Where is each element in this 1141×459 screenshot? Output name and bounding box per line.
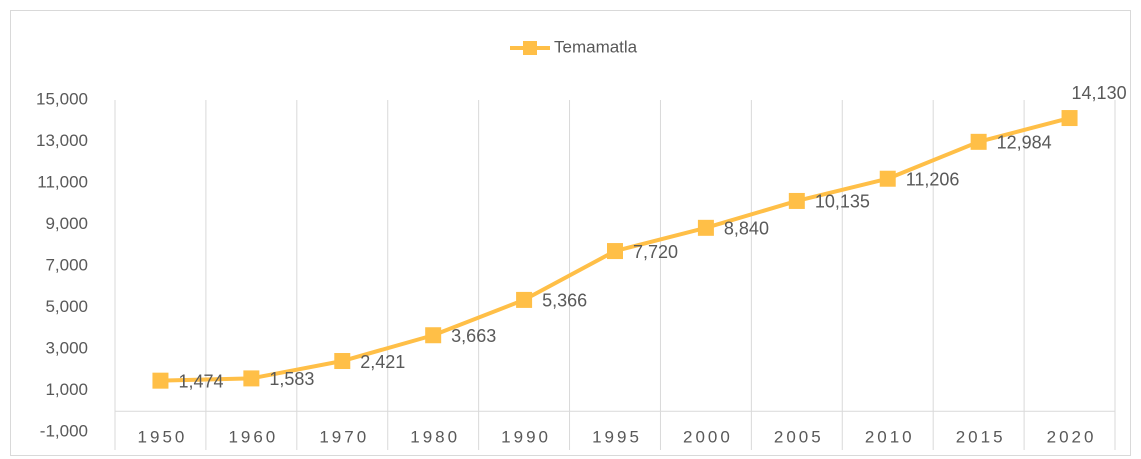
x-tick-label: 1970 — [319, 427, 369, 446]
data-label: 2,421 — [360, 352, 405, 372]
x-tick-label: 2005 — [774, 427, 824, 446]
x-tick-label: 1995 — [592, 427, 642, 446]
point-marker — [425, 327, 442, 344]
data-label: 7,720 — [633, 242, 678, 262]
y-tick-label: 5,000 — [45, 297, 88, 316]
point-marker — [607, 243, 623, 260]
x-tick-label: 1990 — [501, 427, 551, 446]
x-tick-label: 2015 — [956, 427, 1006, 446]
point-marker — [788, 192, 805, 209]
x-tick-label: 1960 — [228, 427, 278, 446]
legend-marker — [523, 41, 537, 55]
y-tick-label: 7,000 — [45, 255, 88, 274]
point-marker — [879, 170, 896, 187]
point-marker — [516, 291, 533, 308]
x-tick-label: 1950 — [138, 427, 188, 446]
data-label: 10,135 — [815, 192, 870, 212]
data-label: 1,474 — [178, 371, 223, 391]
point-marker — [970, 133, 987, 150]
x-tick-label: 2000 — [683, 427, 733, 446]
data-label: 8,840 — [724, 219, 769, 239]
x-tick-label: 2010 — [865, 427, 915, 446]
x-tick-label: 2020 — [1047, 427, 1097, 446]
point-marker — [334, 353, 351, 370]
data-label: 3,663 — [451, 326, 496, 346]
y-tick-label: 9,000 — [45, 214, 88, 233]
point-marker — [243, 370, 260, 387]
data-label: 12,984 — [997, 133, 1052, 153]
y-tick-label: 13,000 — [36, 131, 88, 150]
data-label: 5,366 — [542, 291, 587, 311]
point-marker — [697, 219, 714, 236]
data-label: 11,206 — [906, 169, 960, 189]
point-marker — [152, 372, 169, 389]
data-label: 1,583 — [269, 369, 314, 389]
y-tick-label: 3,000 — [45, 338, 88, 357]
point-marker — [1061, 110, 1078, 127]
y-tick-label: 11,000 — [37, 172, 88, 191]
data-label: 14,130 — [1072, 83, 1127, 103]
y-tick-label: 15,000 — [36, 89, 88, 108]
y-tick-label: 1,000 — [45, 380, 88, 399]
y-tick-label: -1,000 — [40, 421, 88, 440]
x-tick-label: 1980 — [410, 427, 460, 446]
legend-label: Temamatla — [554, 37, 638, 56]
